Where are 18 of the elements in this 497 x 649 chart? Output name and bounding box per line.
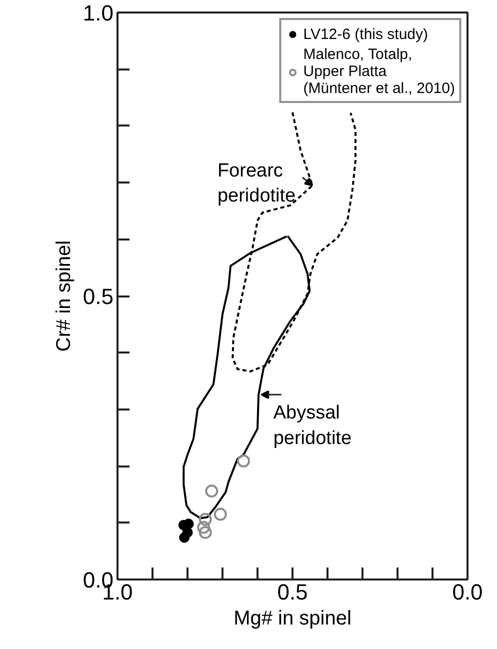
point [182,527,193,538]
point [205,484,218,498]
annotation: Forearc peridotite [217,160,296,207]
point [214,508,227,521]
x-tick-label: 0.5 [277,580,308,604]
y-tick-label: 1.0 [82,0,114,26]
legend-label: Malenco, Totalp, Upper Platta (Müntener et al., 2010) [303,46,455,97]
x-tick-label: 0.0 [452,580,483,604]
point [183,518,194,530]
y-axis-title: Cr# in spinel [52,240,75,352]
x-axis-title: Mg# in spinel [234,608,352,630]
point [198,512,212,526]
legend-label: LV12-6 (this study) [303,25,428,43]
point [197,520,210,534]
annotation: Abyssal peridotite [273,402,352,449]
y-tick-label: 0.5 [82,284,114,309]
point [237,454,250,468]
point [198,526,212,539]
